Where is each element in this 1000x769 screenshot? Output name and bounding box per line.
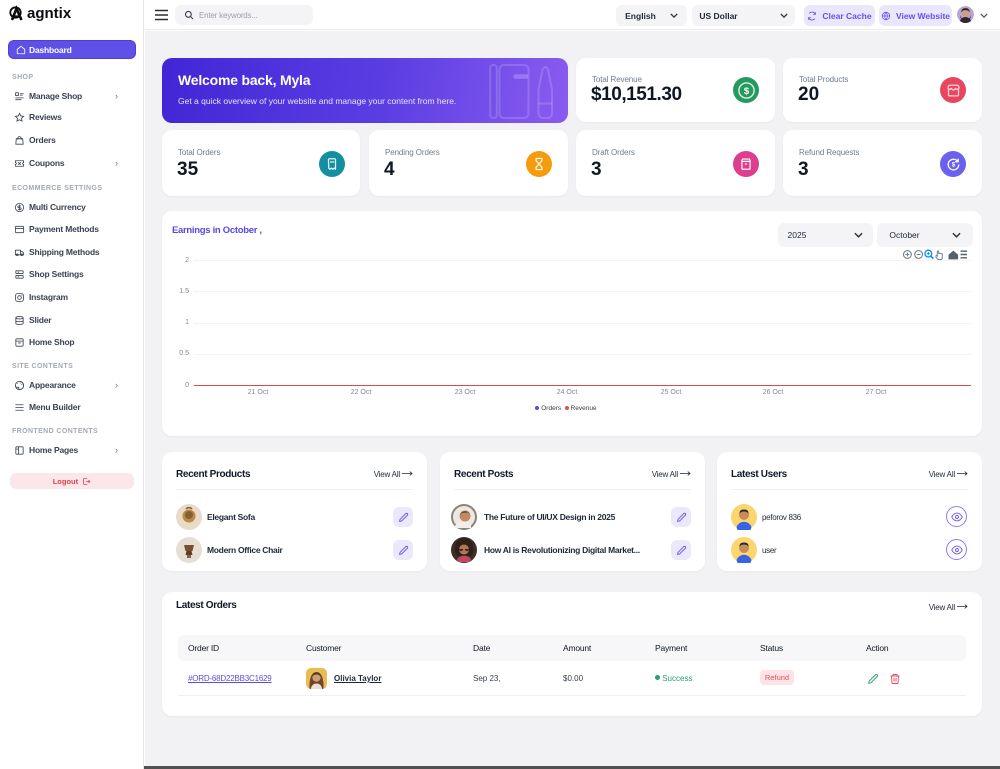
svg-text:$: $	[951, 161, 955, 168]
svg-text:$: $	[743, 86, 749, 97]
